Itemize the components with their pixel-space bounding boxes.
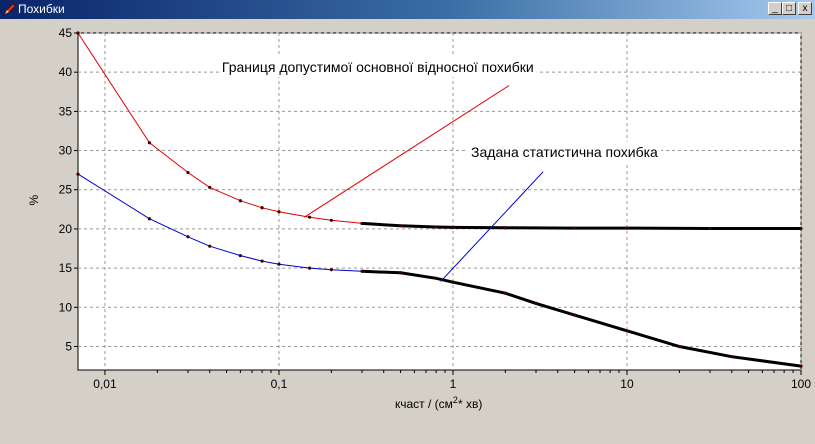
x-tick-label: 0,1 — [271, 377, 288, 391]
error-chart: 5 10 15 20 25 30 35 40 45 0,01 0,1 1 10 100 Границя … — [27, 26, 811, 411]
x-axis: 0,01 0,1 1 10 100 — [93, 370, 811, 391]
series-point-blue — [434, 276, 438, 280]
series-point-blue — [573, 313, 577, 317]
series-point-red — [360, 221, 364, 226]
series-point-red — [708, 226, 712, 231]
x-tick-label: 100 — [791, 377, 811, 391]
x-axis-label-tail: * хв) — [458, 397, 482, 411]
series-point-blue — [238, 253, 242, 258]
window-controls: _ □ x — [768, 2, 812, 17]
x-axis-label-main: кчаст / (см — [395, 397, 453, 411]
series-point-blue — [625, 329, 629, 333]
series-point-red — [434, 225, 438, 229]
y-tick-label: 35 — [59, 104, 73, 118]
y-tick-label: 20 — [59, 222, 73, 236]
grid-lines — [78, 32, 802, 370]
series-point-blue — [534, 301, 538, 305]
series-point-red — [208, 185, 212, 189]
series-point-red — [186, 170, 190, 175]
series-point-red — [451, 225, 455, 229]
x-axis-label-sup: 2 — [453, 395, 458, 405]
series-point-red — [398, 224, 403, 228]
x-tick-label: 10 — [620, 377, 634, 391]
series-point-blue — [398, 271, 403, 275]
series-point-blue — [451, 280, 455, 284]
annotation-box-blue-label — [468, 141, 662, 162]
series-point-blue — [147, 217, 151, 221]
series-point-blue — [260, 259, 264, 263]
series-point-blue — [503, 291, 507, 295]
series-point-red — [799, 226, 803, 231]
maximize-button[interactable]: □ — [782, 2, 796, 15]
series-point-red — [238, 199, 242, 203]
plot-area — [77, 32, 802, 371]
series-point-blue — [677, 344, 681, 349]
close-button[interactable]: x — [798, 2, 812, 15]
y-tick-label: 40 — [59, 65, 73, 79]
annotations: Границя допустимої основної відносної по… — [218, 57, 662, 282]
annotation-label-blue-label: Задана статистична похибка — [471, 144, 658, 160]
y-tick-label: 15 — [59, 261, 73, 275]
series-point-blue — [799, 364, 803, 368]
y-tick-label: 30 — [59, 144, 73, 158]
series-point-blue — [329, 268, 333, 272]
series-point-blue — [277, 262, 281, 266]
series-point-blue — [308, 266, 312, 270]
annotation-line-blue-label — [440, 171, 544, 282]
series-point-blue — [186, 235, 190, 239]
y-axis-label: % — [27, 195, 41, 206]
series-point-red — [277, 210, 281, 214]
series-point-blue — [730, 355, 734, 359]
title-bar[interactable]: Похибки _ □ x — [0, 0, 815, 19]
series-point-red — [260, 206, 264, 210]
series-point-red — [503, 226, 507, 230]
series-point-blue — [360, 269, 364, 273]
y-tick-label: 25 — [59, 183, 73, 197]
close-icon: x — [802, 3, 808, 14]
pen-icon — [4, 3, 16, 15]
y-axis: 5 10 15 20 25 30 35 40 45 — [59, 26, 78, 353]
series-point-red — [625, 226, 629, 230]
series-point-blue — [208, 244, 212, 248]
y-tick-label: 45 — [59, 26, 73, 40]
series-group — [76, 31, 803, 368]
maximize-icon: □ — [785, 3, 793, 14]
annotation-label-red-label: Границя допустимої основної відносної по… — [222, 59, 534, 75]
y-tick-label: 5 — [65, 339, 72, 353]
annotation-line-red-label — [304, 85, 510, 218]
window-title: Похибки — [18, 2, 65, 16]
minimize-icon: _ — [772, 3, 778, 14]
x-tick-label: 0,01 — [93, 377, 117, 391]
series-point-red — [147, 141, 151, 145]
annotation-box-red-label — [218, 57, 537, 78]
x-tick-label: 1 — [450, 377, 457, 391]
x-axis-label: кчаст / (см2* хв) — [395, 395, 482, 411]
series-point-blue — [76, 172, 80, 176]
series-point-red — [308, 215, 312, 219]
series-point-red — [573, 226, 577, 230]
series-point-red — [76, 31, 80, 35]
minimize-button[interactable]: _ — [768, 2, 782, 15]
y-tick-label: 10 — [59, 300, 73, 314]
series-point-red — [329, 218, 333, 222]
